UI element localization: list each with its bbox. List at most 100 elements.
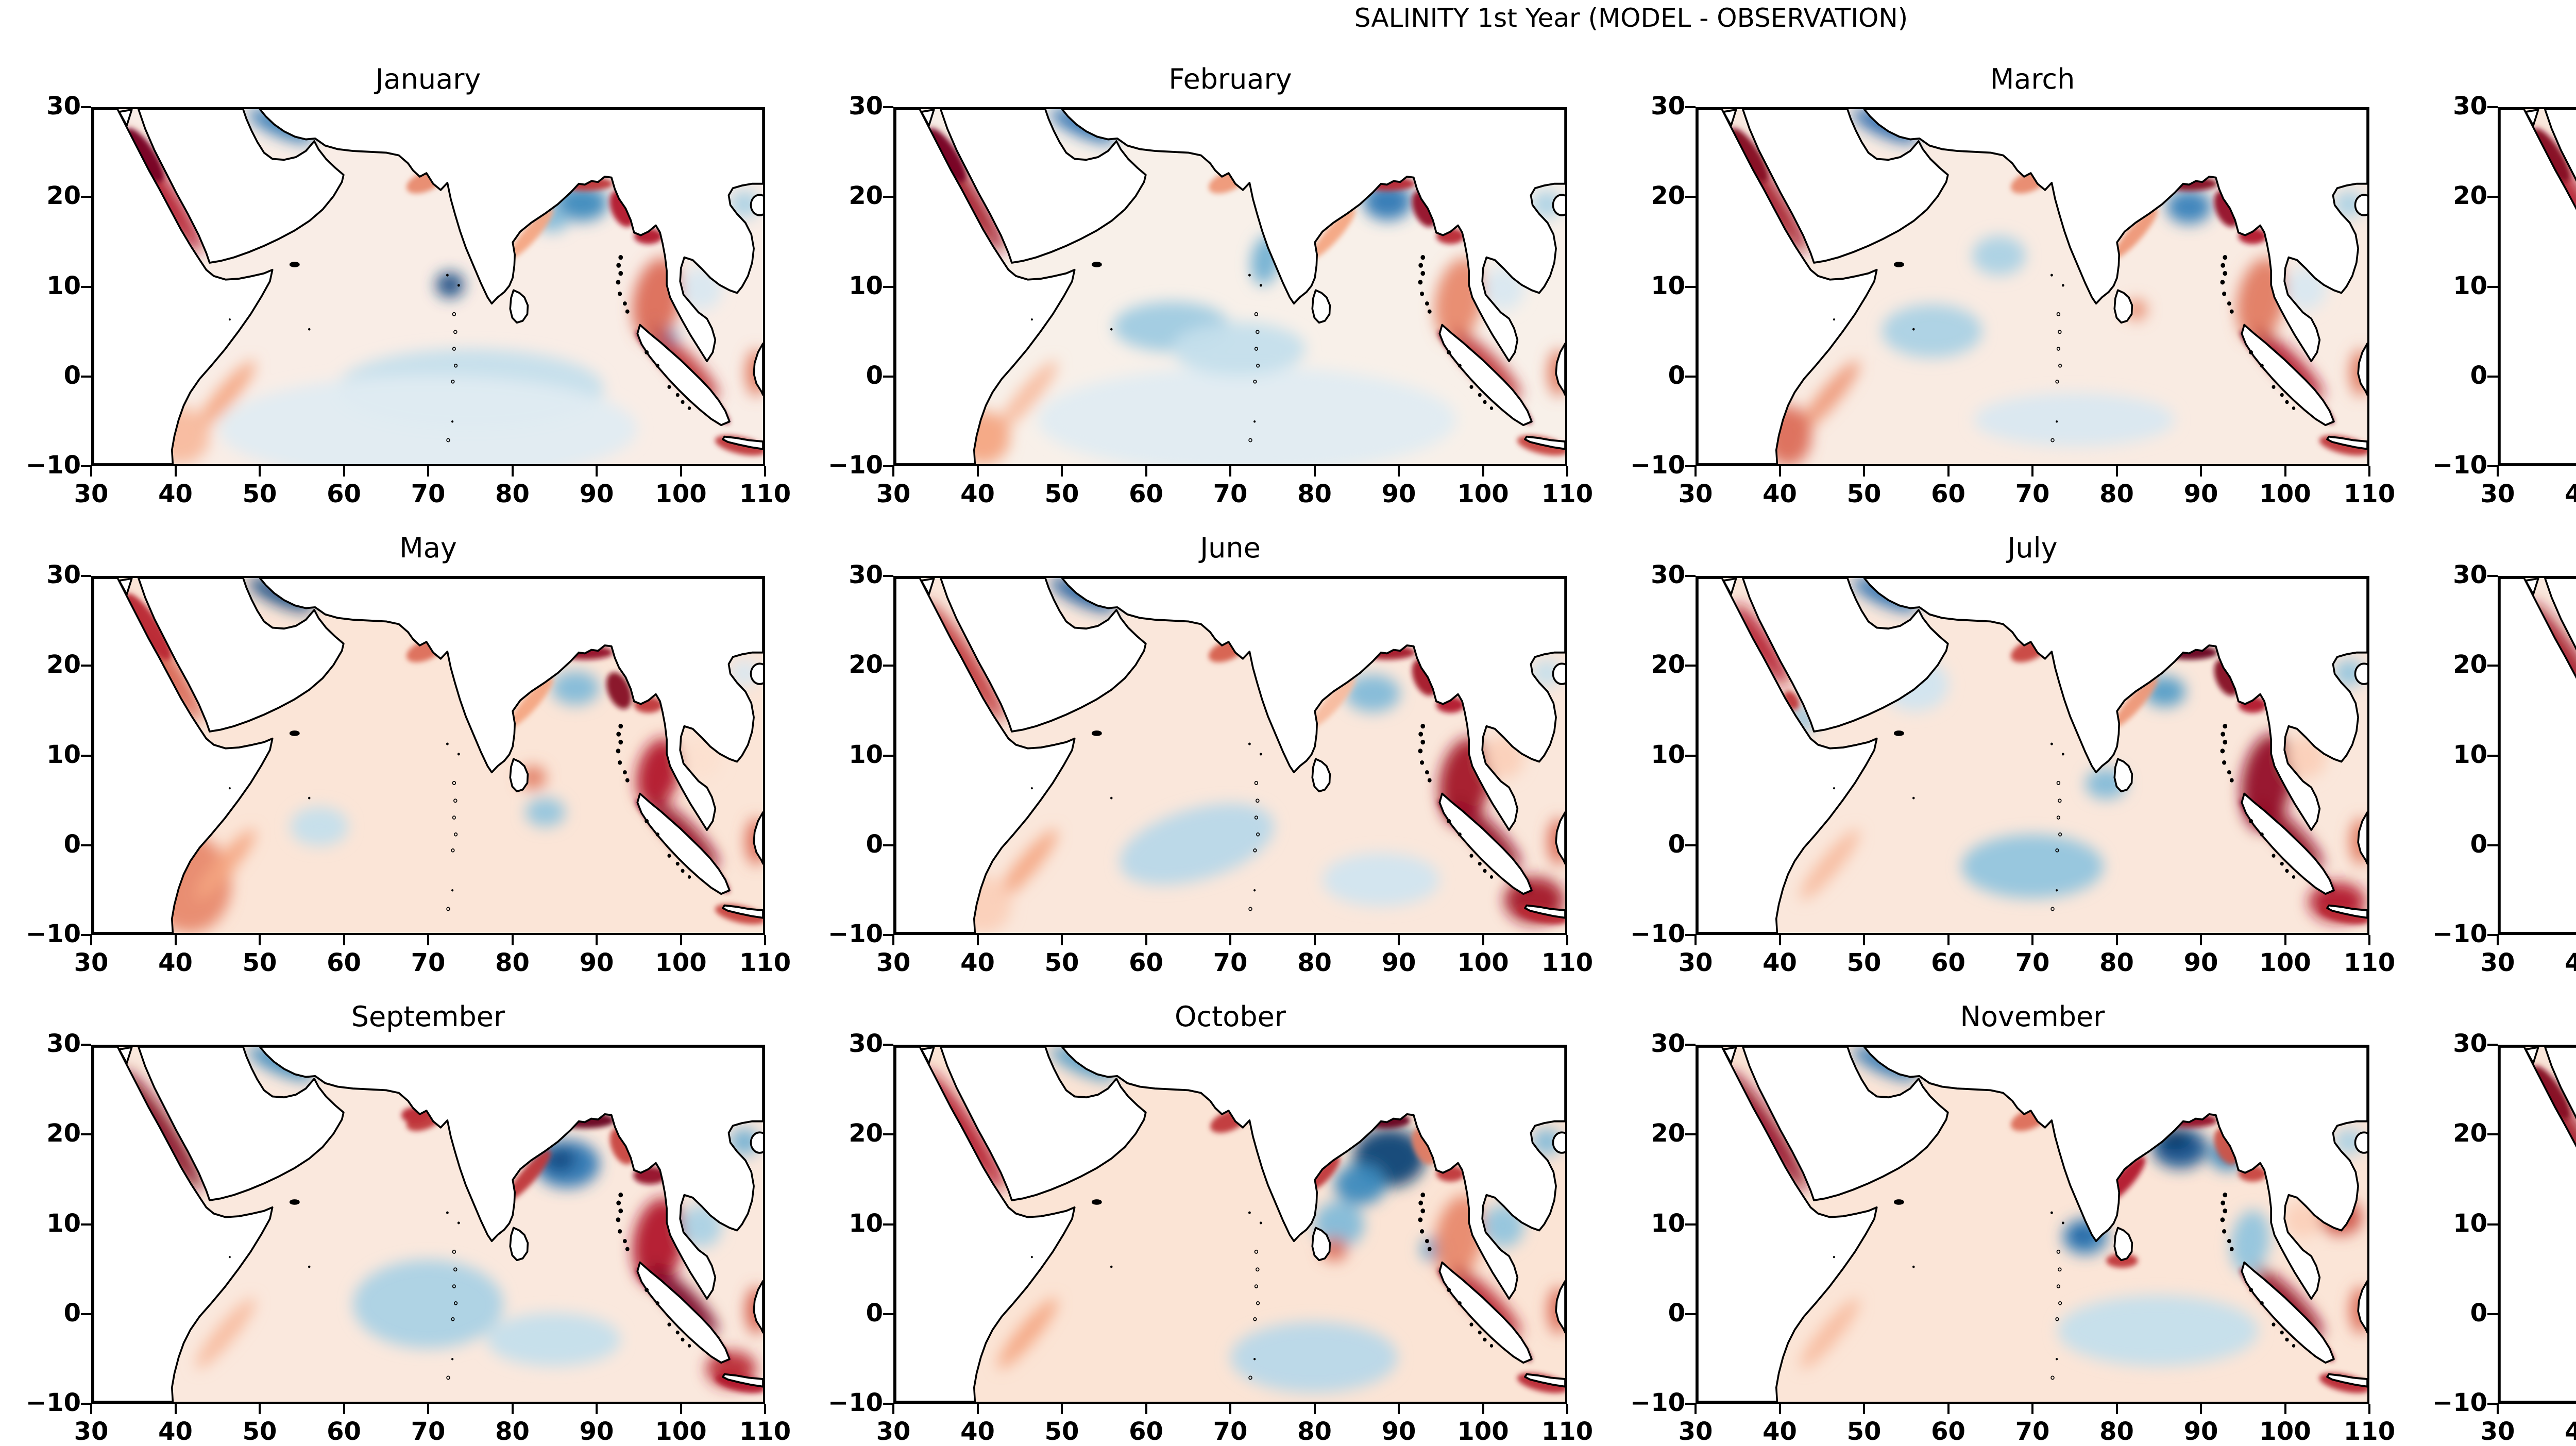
subplot-title: February bbox=[893, 63, 1567, 95]
x-tick-label: 70 bbox=[1189, 480, 1272, 508]
x-tick-label: 110 bbox=[1526, 1417, 1608, 1446]
x-axis-tick bbox=[2368, 466, 2370, 477]
x-tick-label: 60 bbox=[1907, 948, 1990, 977]
y-tick-label: 20 bbox=[14, 1119, 81, 1148]
x-tick-label: 30 bbox=[852, 948, 935, 977]
x-axis-tick bbox=[1482, 935, 1484, 945]
y-axis-tick bbox=[81, 1133, 91, 1135]
x-axis-tick bbox=[680, 935, 682, 945]
x-tick-label: 100 bbox=[640, 480, 722, 508]
x-axis-tick bbox=[1314, 1404, 1316, 1414]
x-tick-label: 50 bbox=[1823, 1417, 1905, 1446]
y-axis-tick bbox=[81, 376, 91, 378]
y-axis-tick bbox=[2487, 196, 2498, 198]
y-tick-label: 0 bbox=[2420, 361, 2487, 390]
x-tick-label: 30 bbox=[50, 480, 132, 508]
y-tick-label: 0 bbox=[14, 830, 81, 859]
y-axis-tick bbox=[1685, 1133, 1696, 1135]
x-axis-tick bbox=[1566, 1404, 1568, 1414]
y-axis-tick bbox=[1685, 1223, 1696, 1226]
y-tick-label: 20 bbox=[816, 650, 883, 679]
x-tick-label: 40 bbox=[2541, 1417, 2576, 1446]
x-tick-label: 40 bbox=[1739, 480, 1821, 508]
x-axis-tick bbox=[343, 466, 345, 477]
x-tick-label: 60 bbox=[1105, 480, 1188, 508]
x-axis-tick bbox=[512, 466, 514, 477]
x-tick-label: 70 bbox=[1189, 1417, 1272, 1446]
x-axis-tick bbox=[1694, 466, 1697, 477]
y-axis-tick bbox=[883, 196, 893, 198]
x-axis-tick bbox=[1398, 935, 1400, 945]
x-axis-tick bbox=[90, 466, 92, 477]
x-tick-label: 100 bbox=[640, 948, 722, 977]
y-tick-label: 10 bbox=[816, 1209, 883, 1238]
x-axis-tick bbox=[1779, 1404, 1781, 1414]
y-axis-tick bbox=[1685, 934, 1696, 936]
subplot-title: October bbox=[893, 1000, 1567, 1033]
anomaly-bengal-south-blue bbox=[526, 798, 566, 826]
x-tick-label: 40 bbox=[1739, 948, 1821, 977]
anomaly-central-blue bbox=[353, 1260, 504, 1348]
x-tick-label: 110 bbox=[724, 1417, 806, 1446]
y-tick-label: 20 bbox=[1618, 181, 1685, 210]
subplot-title: May bbox=[91, 532, 765, 564]
y-tick-label: 20 bbox=[14, 650, 81, 679]
ocean-map bbox=[2500, 578, 2576, 933]
y-axis-tick bbox=[81, 934, 91, 936]
x-axis-tick bbox=[1863, 935, 1865, 945]
y-axis-tick bbox=[883, 934, 893, 936]
y-axis-tick bbox=[2487, 1223, 2498, 1226]
x-tick-label: 80 bbox=[2076, 480, 2158, 508]
x-axis-tick bbox=[2284, 935, 2286, 945]
x-axis-tick bbox=[2200, 1404, 2202, 1414]
x-tick-label: 30 bbox=[1654, 1417, 1737, 1446]
x-axis-tick bbox=[680, 1404, 682, 1414]
y-axis-tick bbox=[2487, 1133, 2498, 1135]
subplot-title: January bbox=[91, 63, 765, 95]
plot-frame bbox=[893, 1045, 1567, 1404]
y-axis-tick bbox=[883, 106, 893, 108]
x-axis-tick bbox=[1061, 935, 1063, 945]
y-tick-label: 0 bbox=[1618, 830, 1685, 859]
x-axis-tick bbox=[2284, 1404, 2286, 1414]
x-tick-label: 80 bbox=[2076, 1417, 2158, 1446]
y-tick-label: 30 bbox=[2420, 1029, 2487, 1058]
anomaly-central-blue-band bbox=[2058, 1295, 2259, 1366]
x-axis-tick bbox=[977, 935, 979, 945]
anomaly-south-blue bbox=[1974, 393, 2175, 446]
x-tick-label: 30 bbox=[50, 1417, 132, 1446]
y-axis-tick bbox=[2487, 1403, 2498, 1405]
x-tick-label: 40 bbox=[937, 480, 1019, 508]
y-axis-tick bbox=[883, 1403, 893, 1405]
x-axis-tick bbox=[1694, 935, 1697, 945]
ocean-map bbox=[895, 578, 1565, 933]
plot-frame bbox=[91, 1045, 765, 1404]
x-axis-tick bbox=[1694, 1404, 1697, 1414]
ocean-map bbox=[1698, 109, 2367, 464]
x-axis-tick bbox=[1145, 935, 1147, 945]
x-tick-label: 70 bbox=[387, 480, 469, 508]
x-tick-label: 90 bbox=[555, 480, 638, 508]
y-tick-label: 30 bbox=[2420, 560, 2487, 589]
x-tick-label: 110 bbox=[1526, 480, 1608, 508]
y-tick-label: 30 bbox=[1618, 1029, 1685, 1058]
x-tick-label: 90 bbox=[555, 1417, 638, 1446]
y-axis-tick bbox=[2487, 755, 2498, 757]
y-tick-label: 30 bbox=[14, 92, 81, 121]
anomaly-south-blue bbox=[1323, 853, 1440, 906]
x-tick-label: 80 bbox=[471, 948, 554, 977]
y-tick-label: 0 bbox=[2420, 1299, 2487, 1328]
x-tick-label: 90 bbox=[2160, 1417, 2242, 1446]
y-tick-label: 10 bbox=[14, 740, 81, 769]
x-tick-label: 30 bbox=[50, 948, 132, 977]
x-axis-tick bbox=[1779, 935, 1781, 945]
x-tick-label: 60 bbox=[1105, 948, 1188, 977]
y-tick-label: 10 bbox=[816, 271, 883, 300]
x-axis-tick bbox=[427, 935, 429, 945]
x-tick-label: 60 bbox=[1907, 480, 1990, 508]
x-axis-tick bbox=[680, 466, 682, 477]
x-axis-tick bbox=[1947, 935, 1950, 945]
